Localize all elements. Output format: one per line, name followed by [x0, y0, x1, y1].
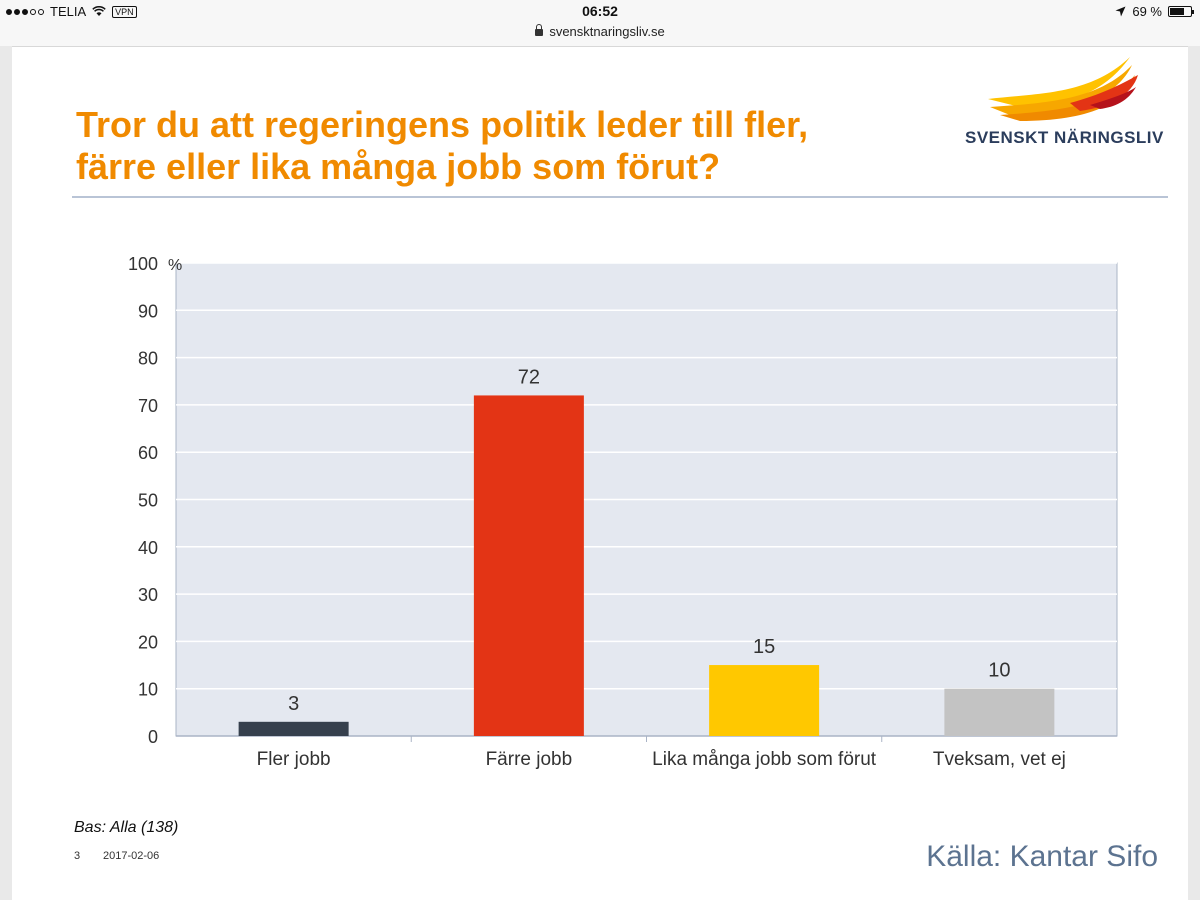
- base-footnote: Bas: Alla (138): [74, 819, 179, 836]
- svenskt-naringsliv-logo: [988, 57, 1138, 121]
- bar: [238, 721, 349, 736]
- bar: [473, 395, 584, 736]
- logo-wordmark: SVENSKT NÄRINGSLIV: [965, 128, 1164, 147]
- y-tick-label: 40: [138, 538, 158, 558]
- slide-title-line-2: färre eller lika många jobb som förut?: [76, 146, 721, 187]
- source-label: Källa: Kantar Sifo: [926, 840, 1158, 873]
- page-edge-left: [0, 46, 12, 900]
- x-category-label: Tveksam, vet ej: [933, 749, 1066, 770]
- y-tick-label: 30: [138, 585, 158, 605]
- bar-value-label: 10: [988, 660, 1010, 682]
- y-tick-label: 60: [138, 443, 158, 463]
- y-tick-label: 50: [138, 491, 158, 511]
- y-unit-label: %: [168, 257, 182, 274]
- y-tick-label: 100: [128, 254, 158, 274]
- bar-value-label: 72: [518, 366, 540, 388]
- status-time: 06:52: [582, 3, 618, 19]
- x-category-label: Lika många jobb som förut: [652, 749, 877, 770]
- title-divider: [72, 196, 1168, 198]
- signal-strength-icon: [6, 8, 44, 15]
- url-text: svensktnaringsliv.se: [549, 24, 665, 39]
- x-category-label: Fler jobb: [257, 749, 331, 770]
- x-category-label: Färre jobb: [486, 749, 573, 770]
- bar-value-label: 3: [288, 693, 299, 715]
- vpn-badge: VPN: [112, 5, 137, 18]
- location-arrow-icon: [1115, 6, 1126, 17]
- bar-value-label: 15: [753, 636, 775, 658]
- battery-percent: 69 %: [1132, 4, 1162, 19]
- address-bar[interactable]: svensktnaringsliv.se: [0, 22, 1200, 47]
- bar-chart: 0 10 20 30 40 50 60 70 80 90 100 % 3 Fler jobb 72 Färre…: [128, 254, 1118, 770]
- y-tick-label: 10: [138, 680, 158, 700]
- slide-title: Tror du att regeringens politik leder ti…: [76, 104, 896, 188]
- status-left: TELIA VPN: [6, 4, 137, 19]
- page-number: 3: [74, 850, 81, 862]
- status-bar: TELIA VPN 06:52 69 %: [0, 0, 1200, 22]
- carrier-name: TELIA: [50, 4, 87, 19]
- lock-icon: [535, 24, 544, 36]
- y-tick-label: 0: [148, 727, 158, 747]
- bar: [709, 665, 820, 736]
- y-tick-label: 70: [138, 396, 158, 416]
- y-tick-label: 80: [138, 349, 158, 369]
- slide-title-line-1: Tror du att regeringens politik leder ti…: [76, 104, 809, 145]
- status-right: 69 %: [1115, 4, 1194, 19]
- wifi-icon: [92, 6, 106, 16]
- battery-icon: [1168, 6, 1194, 17]
- y-tick-label: 90: [138, 301, 158, 321]
- page-edge-right: [1188, 46, 1200, 900]
- y-tick-label: 20: [138, 632, 158, 652]
- bar: [944, 688, 1055, 736]
- slide-date: 2017-02-06: [103, 850, 160, 862]
